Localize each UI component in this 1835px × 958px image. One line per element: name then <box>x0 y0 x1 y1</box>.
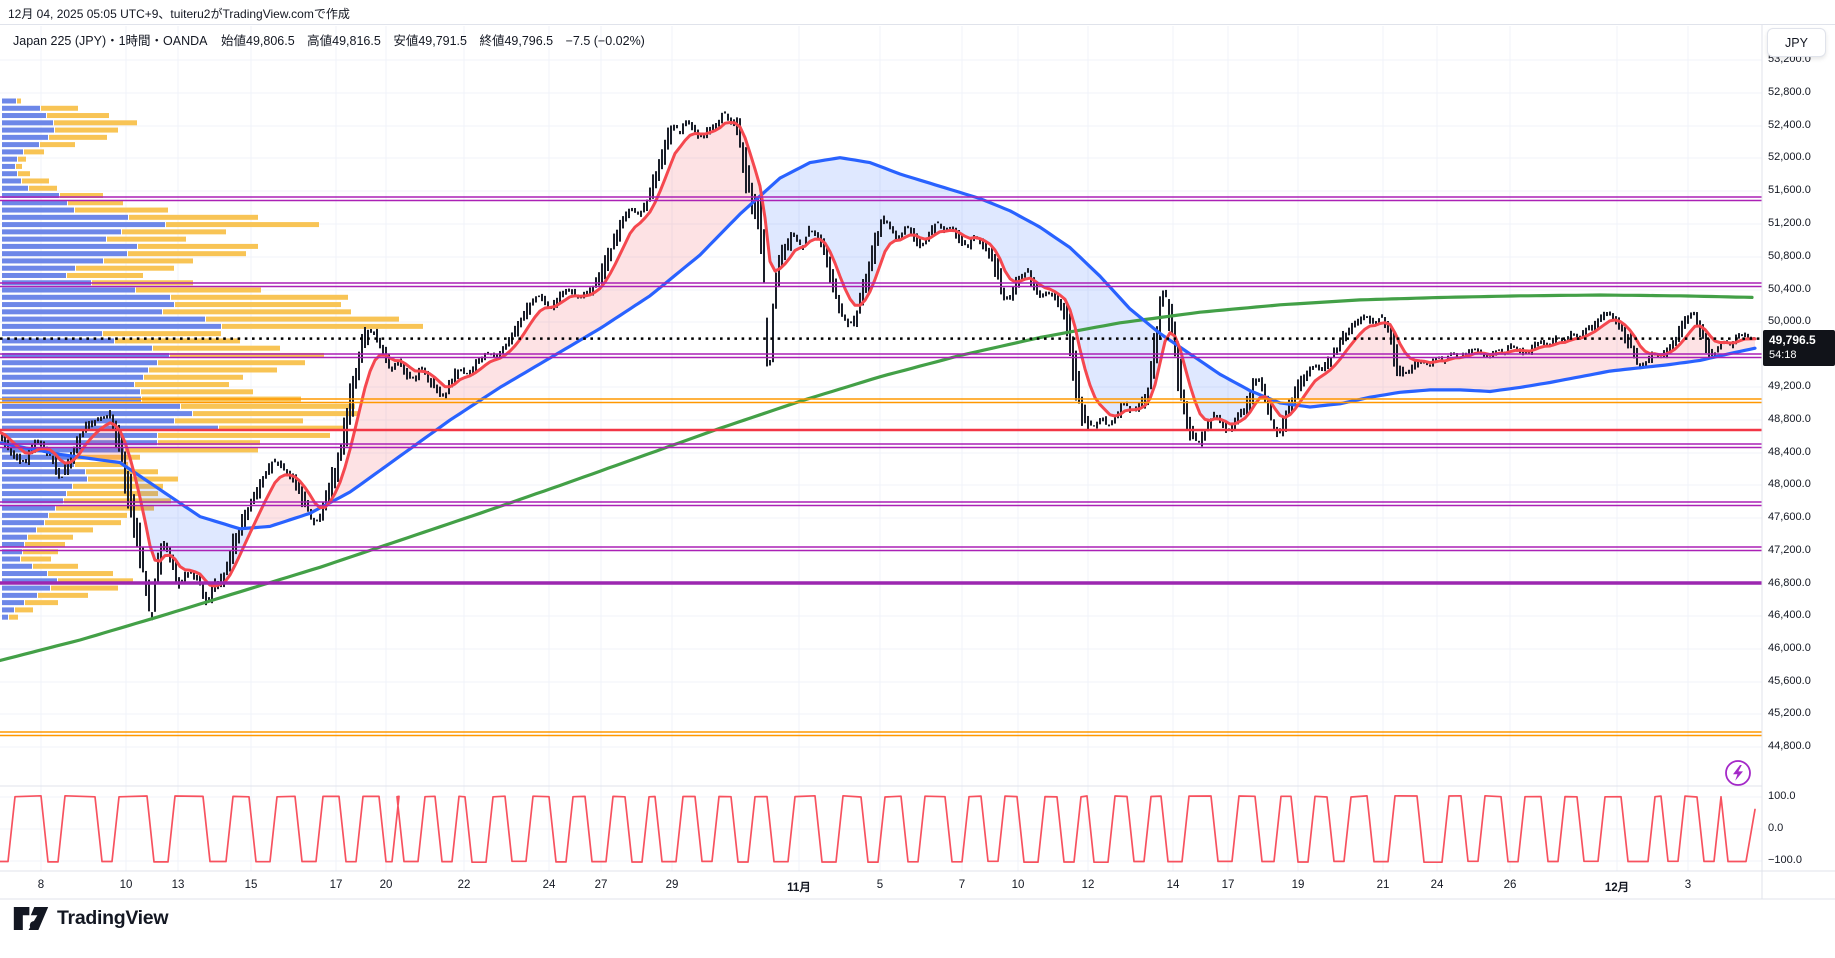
time-axis-label: 13 <box>171 879 185 891</box>
price-axis-label: 50,000.0 <box>1768 315 1811 327</box>
time-axis-label: 29 <box>665 879 679 891</box>
price-axis-label: 100.0 <box>1768 790 1796 802</box>
price-axis-label: 51,200.0 <box>1768 217 1811 229</box>
tradingview-logo-mark <box>13 907 49 930</box>
time-axis-label: 12 <box>1081 879 1095 891</box>
time-axis-label: 14 <box>1166 879 1180 891</box>
price-axis-label: 49,200.0 <box>1768 380 1811 392</box>
time-axis-label: 17 <box>329 879 343 891</box>
time-axis-label: 3 <box>1684 879 1692 891</box>
price-axis-label: 46,000.0 <box>1768 642 1811 654</box>
price-axis-label: 52,000.0 <box>1768 151 1811 163</box>
price-axis-label: 52,800.0 <box>1768 86 1811 98</box>
time-axis-label: 5 <box>876 879 884 891</box>
time-axis-label: 10 <box>1011 879 1025 891</box>
current-price-badge: 49,796.5 54:18 <box>1763 330 1835 366</box>
chart-top-border <box>0 24 1835 25</box>
legend-low: 安値49,791.5 <box>393 34 467 48</box>
legend-close: 終値49,796.5 <box>479 34 554 48</box>
price-axis-label: 44,800.0 <box>1768 740 1811 752</box>
chart-canvas[interactable] <box>0 24 1835 900</box>
time-axis-label: 27 <box>594 879 608 891</box>
price-axis-label: 47,600.0 <box>1768 511 1811 523</box>
price-axis-label: 50,400.0 <box>1768 283 1811 295</box>
price-axis-label: −100.0 <box>1768 854 1802 866</box>
tradingview-logo[interactable]: TradingView <box>13 906 169 931</box>
time-axis-label: 24 <box>1430 879 1444 891</box>
legend-high: 高値49,816.5 <box>307 34 381 48</box>
price-axis-label: 48,800.0 <box>1768 413 1811 425</box>
legend-open: 始値49,806.5 <box>221 34 295 48</box>
chart-legend: Japan 225 (JPY)・1時間・OANDA 始値49,806.5 高値4… <box>13 30 654 49</box>
lightning-icon[interactable] <box>1724 759 1752 787</box>
price-axis-label: 48,000.0 <box>1768 478 1811 490</box>
time-axis-label: 19 <box>1291 879 1305 891</box>
time-axis-label: 22 <box>457 879 471 891</box>
price-axis-label: 46,800.0 <box>1768 577 1811 589</box>
price-axis-label: 52,400.0 <box>1768 119 1811 131</box>
creation-attribution: 12月 04, 2025 05:05 UTC+9、tuiteru2がTradin… <box>8 7 350 21</box>
tradingview-wordmark: TradingView <box>57 907 169 929</box>
price-axis-label: 51,600.0 <box>1768 184 1811 196</box>
time-axis-label: 26 <box>1503 879 1517 891</box>
price-axis-label: 45,600.0 <box>1768 675 1811 687</box>
price-axis[interactable]: 53,200.0 52,800.0 52,400.0 52,000.0 51,600.0… <box>1763 24 1835 900</box>
price-axis-label: 50,800.0 <box>1768 250 1811 262</box>
price-axis-label: 47,200.0 <box>1768 544 1811 556</box>
price-axis-label: 48,400.0 <box>1768 446 1811 458</box>
bar-countdown: 54:18 <box>1769 349 1797 362</box>
current-price-value: 49,796.5 <box>1769 333 1816 347</box>
price-axis-label: 45,200.0 <box>1768 707 1811 719</box>
currency-toggle-button[interactable]: JPY <box>1767 28 1826 57</box>
time-axis-label: 21 <box>1376 879 1390 891</box>
time-axis-label: 20 <box>379 879 393 891</box>
time-axis-label: 10 <box>119 879 133 891</box>
legend-change: −7.5 (−0.02%) <box>565 34 645 48</box>
time-axis-label: 17 <box>1221 879 1235 891</box>
time-axis-label: 15 <box>244 879 258 891</box>
price-axis-label: 0.0 <box>1768 822 1784 834</box>
time-axis-label: 8 <box>37 879 45 891</box>
legend-symbol-title: Japan 225 (JPY)・1時間・OANDA <box>13 34 208 48</box>
time-axis-label: 12月 <box>1604 882 1630 894</box>
time-axis-label: 7 <box>958 879 966 891</box>
time-axis-label: 11月 <box>787 882 811 894</box>
currency-toggle-label: JPY <box>1785 35 1808 50</box>
price-axis-label: 46,400.0 <box>1768 609 1811 621</box>
time-axis-label: 24 <box>542 879 556 891</box>
